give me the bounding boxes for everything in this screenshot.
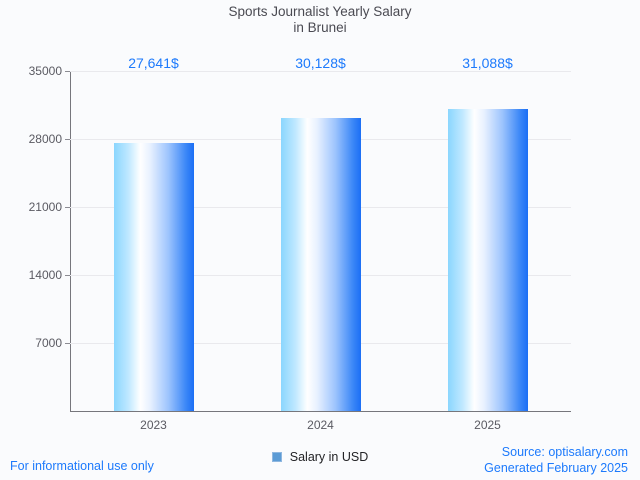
footer-source: Source: optisalary.com Generated Februar… xyxy=(484,444,628,476)
y-axis-tick xyxy=(65,207,70,208)
y-axis-tick-label: 35000 xyxy=(28,64,62,78)
footer-generated-line: Generated February 2025 xyxy=(484,461,628,475)
bar-2024[interactable] xyxy=(280,118,361,411)
y-axis-tick-label: 28000 xyxy=(28,132,62,146)
x-axis-line xyxy=(70,411,571,412)
y-axis-tick-label: 14000 xyxy=(28,268,62,282)
x-axis-tick-label-2025: 2025 xyxy=(474,418,501,432)
y-axis-tick xyxy=(65,343,70,344)
y-axis-tick xyxy=(65,139,70,140)
x-axis-tick-label-2023: 2023 xyxy=(140,418,167,432)
y-axis-tick xyxy=(65,275,70,276)
y-axis-tick-label: 7000 xyxy=(35,336,62,350)
bar-value-label-2024: 30,128$ xyxy=(295,55,346,71)
x-axis-tick-label-2024: 2024 xyxy=(307,418,334,432)
y-axis-line xyxy=(70,71,71,412)
bar-2023[interactable] xyxy=(113,142,194,411)
legend-swatch-salary-in-usd xyxy=(271,452,282,462)
bar-value-label-2025: 31,088$ xyxy=(462,55,513,71)
footer-source-line: Source: optisalary.com xyxy=(501,445,628,459)
footer-disclaimer: For informational use only xyxy=(10,459,154,473)
y-axis-tick xyxy=(65,71,70,72)
gridline xyxy=(70,71,571,72)
chart-title: Sports Journalist Yearly Salary in Brune… xyxy=(228,4,412,35)
bar-value-label-2023: 27,641$ xyxy=(128,55,179,71)
bar-2025[interactable] xyxy=(447,109,528,411)
chart-legend: Salary in USD xyxy=(0,450,640,464)
y-axis-tick-label: 21000 xyxy=(28,200,62,214)
legend-label-salary-in-usd: Salary in USD xyxy=(289,450,369,464)
